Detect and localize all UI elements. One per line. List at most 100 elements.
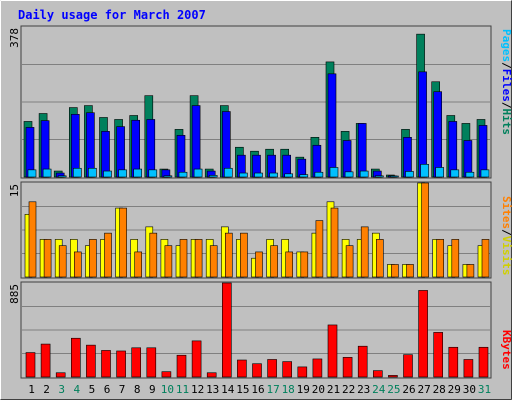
files-bar-day-14: [222, 111, 231, 178]
day-label-24: 24: [372, 383, 386, 396]
day-label-26: 26: [402, 383, 415, 396]
kbytes-bar-day-28: [433, 332, 444, 378]
files-bar-day-22: [342, 140, 352, 178]
pages-bar-day-22: [344, 171, 354, 178]
hits-legend: Hits: [500, 109, 512, 136]
kbytes-bar-day-25: [388, 375, 398, 378]
sites-bar-day-10: [164, 245, 173, 278]
pages-bar-day-14: [224, 167, 233, 178]
kbytes-bar-day-9: [146, 347, 157, 378]
kbytes-bar-day-26: [403, 354, 413, 378]
sites-bar-day-22: [345, 245, 354, 278]
kbytes-bar-day-14: [222, 282, 232, 378]
files-bar-day-6: [101, 131, 110, 178]
day-label-17: 17: [266, 383, 279, 396]
sites-bar-day-13: [209, 245, 218, 278]
kbytes-bar-day-16: [252, 363, 262, 378]
sites-bar-day-25: [391, 264, 399, 278]
day-label-1: 1: [28, 383, 35, 396]
kbytes-bar-day-23: [357, 345, 368, 378]
sites-bar-day-28: [436, 239, 445, 278]
day-label-12: 12: [191, 383, 204, 396]
kbytes-bar-day-22: [342, 357, 353, 378]
files-bar-day-23: [357, 123, 367, 178]
kbytes-bar-day-20: [312, 358, 323, 378]
day-label-31: 31: [478, 383, 491, 396]
sites-bar-day-30: [466, 264, 475, 278]
kbytes-bar-day-27: [418, 290, 428, 378]
day-label-18: 18: [282, 383, 295, 396]
files-bar-day-26: [403, 137, 412, 178]
kbytes-bar-day-3: [55, 372, 66, 378]
sites-bar-day-15: [240, 232, 248, 278]
day-label-2: 2: [43, 383, 50, 396]
files-bar-day-29: [448, 121, 458, 178]
files-bar-day-31: [478, 125, 488, 178]
pages-bar-day-18: [284, 173, 294, 178]
files-bar-day-2: [40, 120, 50, 178]
day-label-10: 10: [161, 383, 174, 396]
kbytes-bar-day-29: [448, 346, 459, 378]
day-label-7: 7: [119, 383, 126, 396]
kbytes-bars: [25, 282, 489, 378]
pages-bar-day-15: [239, 172, 248, 178]
pages-bar-day-31: [480, 169, 490, 178]
kbytes-bar-day-19: [297, 366, 308, 378]
day-label-13: 13: [206, 383, 219, 396]
kbytes-bar-day-1: [25, 352, 36, 378]
files-bar-day-12: [191, 105, 201, 178]
sites-bar-day-6: [104, 232, 112, 278]
hits-bars: [23, 33, 490, 178]
pages-bar-day-19: [299, 174, 309, 178]
pages-bar-day-21: [329, 167, 339, 178]
pages-bar-day-16: [254, 172, 263, 178]
pages-bar-day-11: [178, 171, 188, 178]
files-bar-day-9: [146, 119, 156, 178]
kbytes-axis-label: KBytes: [500, 330, 512, 370]
kbytes-bar-day-5: [86, 344, 96, 378]
files-bar-day-11: [176, 135, 186, 178]
kbytes-gridlines: [22, 306, 490, 354]
day-label-5: 5: [89, 383, 96, 396]
kbytes-bar-day-8: [131, 347, 141, 378]
sites-bar-day-2: [43, 239, 52, 278]
day-label-20: 20: [312, 383, 325, 396]
files-bar-day-5: [86, 112, 95, 178]
sites-bar-day-23: [360, 226, 369, 278]
sites-bar-day-14: [225, 232, 233, 278]
sites-bar-day-3: [58, 245, 67, 278]
files-bar-day-21: [327, 73, 337, 178]
day-label-8: 8: [134, 383, 141, 396]
sites-bar-day-24: [375, 239, 384, 278]
hits-axis-label: Pages/Files/Hits: [500, 29, 512, 135]
sites-bar-day-9: [149, 232, 158, 278]
pages-bar-day-30: [465, 171, 475, 178]
sites-bar-day-18: [285, 251, 294, 278]
kbytes-bar-day-2: [40, 343, 51, 378]
pages-bar-day-1: [27, 169, 37, 178]
day-label-21: 21: [327, 383, 340, 396]
pages-bar-day-27: [420, 164, 429, 178]
day-axis-labels: 1 2 3 4 5 6 7 8 9 10 11 12 13 14 15 16 17 18 19 20 21 22 23 24 2…: [28, 383, 491, 396]
sites-bar-day-21: [330, 207, 339, 278]
day-label-22: 22: [342, 383, 355, 396]
pages-bar-day-13: [208, 175, 218, 178]
legend-separator: /: [500, 62, 512, 69]
sites-bar-day-19: [300, 251, 309, 278]
kbytes-panel: 885 KBytes: [8, 281, 512, 379]
kbytes-bar-day-10: [161, 371, 172, 378]
sites-bar-day-5: [89, 239, 97, 278]
pages-bar-day-8: [133, 168, 142, 178]
sites-bar-day-26: [406, 264, 414, 278]
files-bar-day-7: [116, 126, 125, 178]
files-legend: Files: [500, 69, 512, 102]
pages-bar-day-25: [390, 175, 399, 178]
day-label-25: 25: [387, 383, 400, 396]
day-label-30: 30: [463, 383, 476, 396]
files-bar-day-28: [433, 91, 443, 178]
hits-panel: 378 Pages/Files/Hits: [8, 25, 512, 179]
day-label-4: 4: [73, 383, 80, 396]
sites-bar-day-31: [481, 239, 490, 278]
kbytes-bar-day-24: [372, 370, 383, 378]
